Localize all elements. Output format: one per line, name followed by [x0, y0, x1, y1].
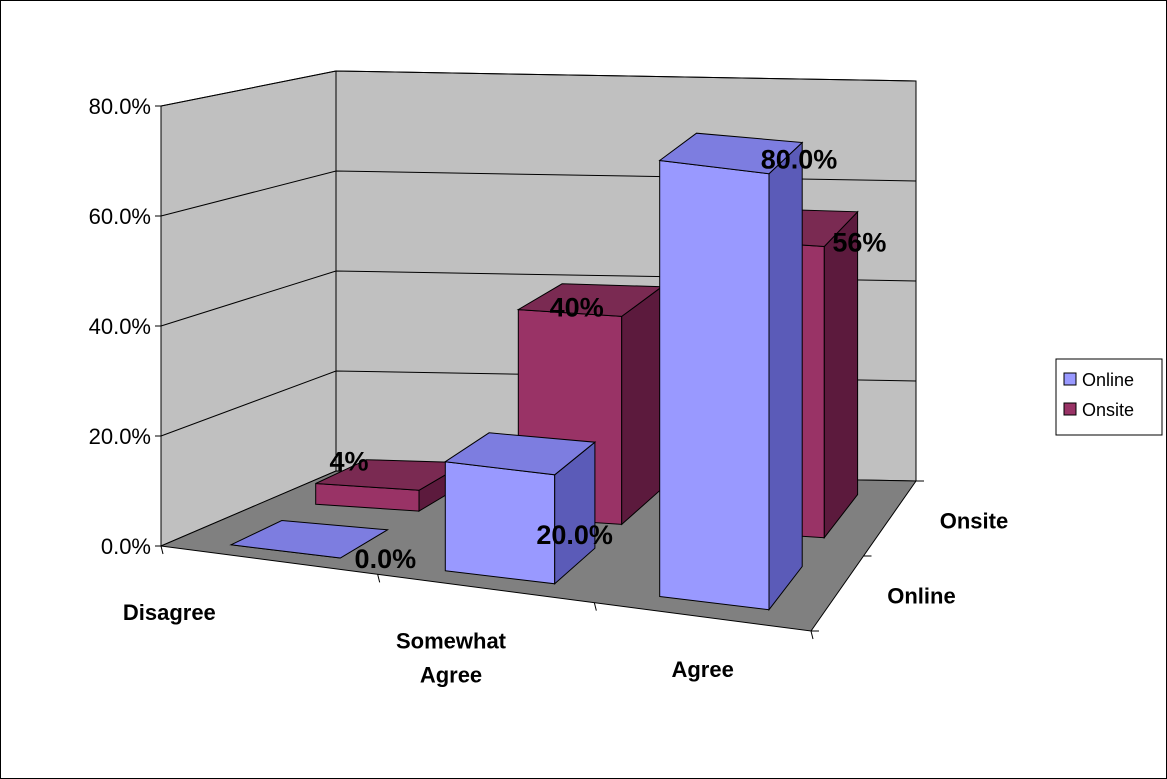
y-tick-label: 60.0%: [89, 204, 151, 229]
data-label: 56%: [832, 228, 886, 258]
x-category-label: Somewhat Agree: [396, 629, 507, 688]
x-tick-mark: [160, 545, 164, 555]
x-category-label: Disagree: [123, 600, 216, 625]
y-tick-label: 20.0%: [89, 424, 151, 449]
depth-axis-label: Online: [887, 584, 955, 609]
y-tick-label: 0.0%: [101, 534, 151, 559]
data-label: 0.0%: [355, 544, 417, 574]
bar-online-disagree: [229, 519, 390, 559]
bar-top-face: [229, 519, 390, 559]
data-label: 80.0%: [761, 145, 838, 175]
side-wall: [160, 70, 337, 547]
gridline: [160, 70, 917, 107]
legend-swatch-online: [1063, 372, 1077, 386]
bar-top-face: [658, 132, 804, 175]
depth-axis-label: Onsite: [940, 509, 1008, 534]
bar-online-somewhat-agree: [443, 432, 597, 585]
bar-side-face: [823, 210, 859, 540]
data-label: 4%: [329, 446, 368, 476]
legend-label-onsite: Onsite: [1082, 400, 1134, 420]
legend-label-online: Online: [1082, 370, 1134, 390]
data-label: 20.0%: [536, 520, 613, 550]
x-tick-mark: [810, 630, 814, 640]
bar-side-face: [621, 285, 663, 526]
legend-swatch-onsite: [1063, 402, 1077, 416]
bar-online-agree: [658, 132, 804, 612]
x-tick-mark: [377, 574, 381, 583]
legend-box: [1055, 358, 1163, 436]
y-tick-label: 40.0%: [89, 314, 151, 339]
data-label: 40%: [550, 292, 604, 322]
bar-side-face: [768, 141, 803, 612]
bar-front-face: [659, 159, 770, 611]
y-tick-label: 80.0%: [89, 94, 151, 119]
x-tick-mark: [593, 602, 597, 611]
x-category-label: Agree: [671, 657, 733, 682]
bar-top-face: [443, 432, 597, 476]
